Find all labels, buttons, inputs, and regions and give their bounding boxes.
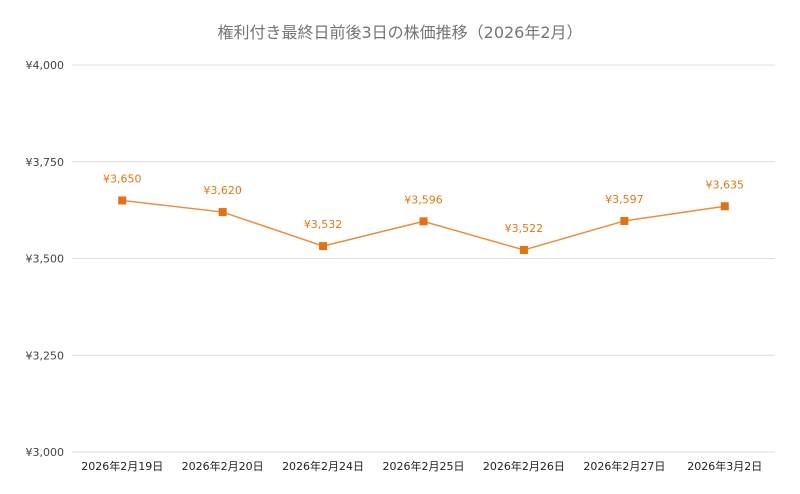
x-tick-label: 2026年2月19日: [81, 459, 163, 473]
data-label: ¥3,650: [103, 172, 142, 185]
chart-title: 権利付き最終日前後3日の株価推移（2026年2月）: [217, 23, 582, 42]
gridlines: [72, 64, 775, 453]
x-axis-ticks: 2026年2月19日 2026年2月20日 2026年2月24日 2026年2月25日…: [81, 459, 762, 473]
x-tick-label: 2026年3月2日: [687, 459, 762, 473]
data-label: ¥3,635: [706, 178, 745, 191]
price-series: [118, 196, 729, 254]
data-label: ¥3,596: [404, 193, 443, 206]
data-label: ¥3,522: [505, 222, 544, 235]
data-point: [218, 208, 227, 217]
data-point: [419, 217, 428, 226]
data-label: ¥3,620: [203, 184, 242, 197]
x-tick-label: 2026年2月24日: [282, 459, 364, 473]
x-tick-label: 2026年2月20日: [182, 459, 264, 473]
data-label: ¥3,597: [605, 193, 644, 206]
data-point: [720, 202, 729, 211]
x-tick-label: 2026年2月26日: [483, 459, 565, 473]
y-tick-label: ¥3,250: [26, 349, 65, 362]
data-point: [319, 242, 328, 251]
data-point: [118, 196, 127, 205]
data-labels: ¥3,650 ¥3,620 ¥3,532 ¥3,596 ¥3,522 ¥3,597 ¥3,6…: [103, 172, 744, 235]
data-label: ¥3,532: [304, 218, 343, 231]
y-tick-label: ¥3,750: [26, 156, 65, 169]
data-point: [620, 216, 629, 225]
x-tick-label: 2026年2月25日: [383, 459, 465, 473]
y-tick-label: ¥4,000: [26, 59, 65, 72]
x-tick-label: 2026年2月27日: [583, 459, 665, 473]
y-tick-label: ¥3,500: [26, 253, 65, 266]
data-point: [519, 245, 528, 254]
y-axis-ticks: ¥3,000 ¥3,250 ¥3,500 ¥3,750 ¥4,000: [26, 59, 65, 459]
y-tick-label: ¥3,000: [26, 446, 65, 459]
